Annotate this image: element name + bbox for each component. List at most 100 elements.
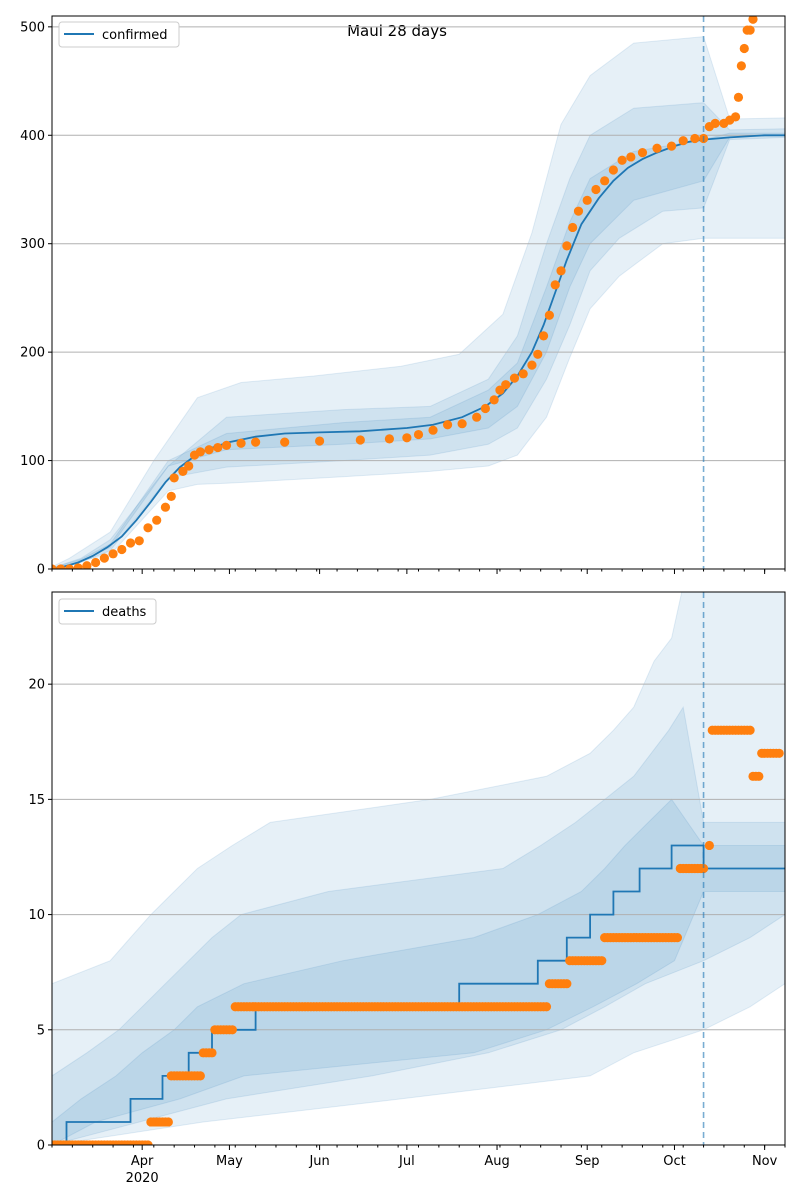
deaths-observed-point [745,725,755,735]
confirmed-observed-point [413,429,424,440]
confirmed-observed-point [518,369,528,379]
confirmed-observed-point [550,280,560,290]
confirmed-observed-point [582,195,592,205]
confirmed-observed-point [527,360,537,370]
confirmed-observed-point [125,538,136,548]
deaths-y-tick-label: 10 [28,908,45,923]
confirmed-axes: 0 100 200 300 400 500 [20,15,786,578]
deaths-observed-point [754,771,764,781]
confirmed-observed-point [160,502,171,512]
confirmed-model-line [52,134,785,569]
confirmed-observed-point [678,136,688,146]
confirmed-observed-point [73,563,83,569]
deaths-series [52,592,785,1145]
confirmed-observed-point [251,437,261,447]
confirmed-observed-point [501,380,511,390]
x-tick-label: Apr [131,1154,154,1169]
deaths-observed-point [698,863,709,874]
confirmed-observed-point [637,148,648,158]
deaths-y-tick-label: 15 [28,793,45,808]
confirmed-observed-point [533,349,543,359]
confirmed-observed-point [166,491,176,501]
confirmed-observed-point [280,437,290,447]
confirmed-y-tick-label: 100 [20,454,45,469]
confirmed-observed-point [690,133,700,144]
confirmed-observed-point [204,445,214,455]
confirmed-observed-point [184,461,194,471]
x-tick-label: Oct [663,1154,685,1169]
confirmed-observed-point [355,435,365,445]
legend-label-deaths: deaths [102,605,147,620]
deaths-observed-point [195,1071,205,1081]
confirmed-observed-point [617,155,627,165]
confirmed-observed-point [568,222,578,233]
deaths-axes: 0 5 10 15 20 Apr May Jun Jul Aug Sep Oct Nov 2020 [28,591,786,1186]
deaths-observed-point [227,1025,237,1035]
confirmed-observed-point [64,564,75,569]
confirmed-observed-point [91,557,101,568]
confirmed-observed-point [169,473,179,483]
confirmed-observed-point [472,412,482,422]
confirmed-observed-point [652,143,662,153]
confirmed-observed-point [736,61,746,71]
legend-label-confirmed: confirmed [102,28,168,43]
deaths-chart: 0 5 10 15 20 Apr May Jun Jul Aug Sep Oct Nov 2020 dea… [28,591,786,1186]
confirmed-observed-point [108,549,118,559]
deaths-model-line [52,844,785,1145]
confirmed-observed-point [99,553,109,563]
deaths-y-tick-label: 20 [28,678,45,693]
confirmed-observed-point [178,466,188,477]
confirmed-observed-point [82,561,92,569]
deaths-observed-point [562,979,572,989]
confirmed-observed-point [495,385,505,395]
confirmed-observed-point [143,523,153,533]
confirmed-observed-point [544,310,554,320]
confirmed-y-tick-label: 300 [20,237,45,252]
confirmed-observed-point [457,419,467,429]
deaths-y-tick-label: 5 [37,1023,45,1038]
confirmed-observed-point [52,564,57,569]
deaths-observed-point [704,840,714,851]
confirmed-observed-point [608,165,618,175]
confirmed-chart: 0 100 200 300 400 500 confirmed [20,15,786,578]
confirmed-observed-point [538,331,549,341]
confirmed-observed-point [236,438,246,448]
confirmed-observed-point [315,436,325,446]
confirmed-observed-point [745,25,755,35]
confirmed-observed-point [195,447,205,457]
confirmed-y-tick-label: 0 [37,563,45,578]
confirmed-observed-point [600,176,610,186]
deaths-y-tick-label: 0 [37,1139,45,1154]
confirmed-observed-point [56,564,66,569]
confirmed-y-tick-label: 400 [20,129,45,144]
confirmed-observed-point [442,420,453,430]
confirmed-observed-point [591,184,601,195]
confirmed-band-3 [52,132,785,569]
confirmed-observed-point [402,433,412,443]
deaths-observed-point [541,1002,552,1012]
confirmed-observed-point [733,92,744,102]
confirmed-observed-point [152,515,162,525]
legend-frame [58,598,157,625]
confirmed-observed-point [556,266,566,276]
x-tick-label: Nov [752,1154,778,1169]
confirmed-observed-point [221,440,232,450]
confirmed-observed-point [710,118,720,128]
confirmed-observed-point [480,403,491,414]
deaths-band-2 [52,705,785,1145]
confirmed-observed-point [739,43,749,54]
deaths-observed-point [207,1048,217,1058]
deaths-observed-point [163,1117,173,1127]
confirmed-band-1 [52,36,785,569]
confirmed-observed-point [509,373,520,383]
confirmed-observed-point [213,442,223,453]
confirmed-observed-point [573,206,584,216]
confirmed-observed-point [489,395,499,405]
deaths-legend: deaths [58,598,157,625]
figure-title: Maui 28 days [347,22,447,40]
confirmed-band-2 [52,102,785,569]
deaths-observed-point [597,956,607,966]
confirmed-legend: confirmed [58,21,180,48]
x-tick-label: Aug [484,1154,509,1169]
